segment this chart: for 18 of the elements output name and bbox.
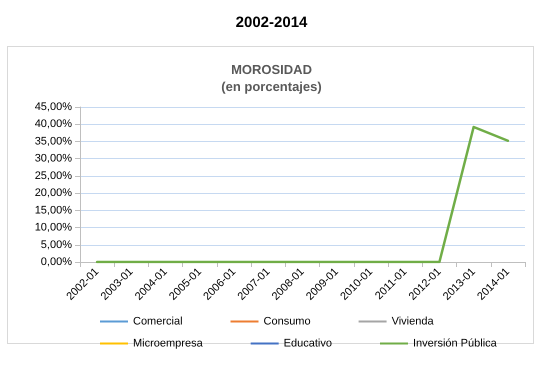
y-tick-label: 0,00% <box>40 256 72 268</box>
y-tick-label: 45,00% <box>34 101 72 113</box>
legend-label: Comercial <box>133 316 183 328</box>
chart-subtitle: MOROSIDAD (en porcentajes) <box>221 62 322 94</box>
y-tick-label: 40,00% <box>34 118 72 130</box>
chart-title: 2002-2014 <box>236 14 308 31</box>
legend-label: Vivienda <box>392 316 434 328</box>
legend-label: Inversión Pública <box>412 338 498 350</box>
y-tick-label: 30,00% <box>34 152 72 165</box>
y-tick-label: 15,00% <box>34 204 72 216</box>
legend-label: Educativo <box>284 338 332 350</box>
y-tick-label: 20,00% <box>34 187 72 200</box>
y-tick-label: 10,00% <box>34 222 72 234</box>
legend-label: Microempresa <box>133 338 204 350</box>
legend-label: Consumo <box>264 316 311 328</box>
y-tick-label: 35,00% <box>34 135 72 148</box>
y-tick-label: 5,00% <box>40 238 72 251</box>
y-tick-label: 25,00% <box>34 170 72 182</box>
